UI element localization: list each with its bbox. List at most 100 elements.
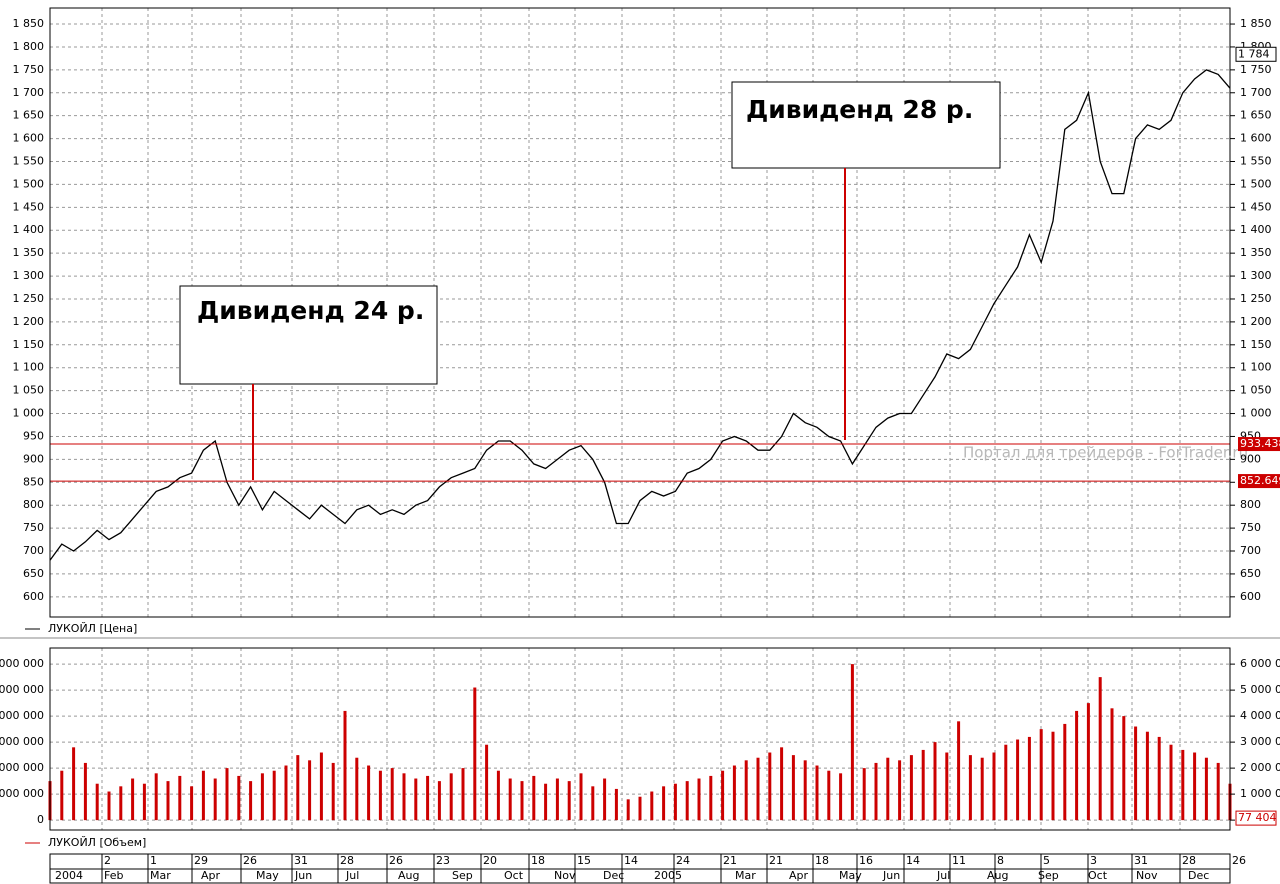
legend-label: ЛУКОЙЛ [Объем]	[48, 836, 146, 849]
y-tick-label: 1 100	[1240, 361, 1272, 374]
annotation-box	[731, 81, 1001, 169]
volume-bar	[1039, 729, 1043, 821]
y-tick-label: 1 700	[13, 86, 45, 99]
level-label: 852.649	[1240, 474, 1280, 487]
x-month-label: Sep	[452, 869, 473, 882]
volume-bar	[319, 752, 323, 821]
volume-bar	[107, 791, 111, 821]
volume-bar	[1004, 744, 1008, 821]
volume-bar	[520, 781, 524, 821]
y-tick-label: 1 650	[1240, 109, 1272, 122]
volume-bar	[201, 770, 205, 821]
volume-bar	[544, 783, 548, 821]
volume-bar	[166, 781, 170, 821]
x-month-label: Jul	[936, 869, 950, 882]
annotation: Дивиденд 28 р.	[746, 95, 973, 124]
volume-bar	[721, 770, 725, 821]
y-tick-label: 850	[23, 475, 44, 488]
volume-bar	[567, 781, 571, 821]
x-month-label: Oct	[504, 869, 524, 882]
volume-bar	[638, 796, 642, 821]
y-tick-label: 1 400	[1240, 223, 1272, 236]
volume-bar	[272, 770, 276, 821]
x-month-label: Jun	[294, 869, 312, 882]
volume-bar	[461, 768, 465, 821]
volume-bar	[673, 783, 677, 821]
volume-bar	[331, 762, 335, 821]
y-tick-label: 5 000 000	[1240, 683, 1280, 696]
y-tick-label: 1 300	[13, 269, 45, 282]
y-tick-label: 1 000 000	[0, 787, 44, 800]
y-tick-label: 3 000 000	[1240, 735, 1280, 748]
y-tick-label: 2 000 000	[1240, 761, 1280, 774]
x-month-label: Dec	[603, 869, 624, 882]
x-month-label: Dec	[1188, 869, 1209, 882]
volume-bar	[390, 768, 394, 821]
x-tick-label: 1	[150, 854, 157, 867]
x-tick-label: 28	[340, 854, 354, 867]
volume-bar	[555, 778, 559, 821]
volume-bar	[732, 765, 736, 821]
volume-bar	[957, 721, 961, 821]
y-tick-label: 1 350	[13, 246, 45, 259]
x-tick-label: 26	[243, 854, 257, 867]
volume-bar	[225, 768, 229, 821]
x-tick-label: 21	[723, 854, 737, 867]
volume-bar	[426, 775, 430, 821]
x-tick-label: 29	[194, 854, 208, 867]
volume-bar	[508, 778, 512, 821]
volume-bar	[296, 755, 300, 821]
x-tick-label: 21	[769, 854, 783, 867]
volume-bar	[839, 773, 843, 821]
volume-bar	[60, 770, 64, 821]
volume-bar	[626, 799, 630, 821]
y-tick-label: 950	[23, 429, 44, 442]
x-tick-label: 2	[104, 854, 111, 867]
volume-panel	[49, 647, 1231, 831]
y-tick-label: 3 000 000	[0, 735, 44, 748]
y-tick-label: 4 000 000	[1240, 709, 1280, 722]
y-tick-label: 5 000 000	[0, 683, 44, 696]
y-tick-label: 1 750	[1240, 63, 1272, 76]
volume-bar	[1157, 736, 1161, 821]
volume-bar	[95, 783, 99, 821]
volume-bar	[1098, 677, 1102, 821]
y-tick-label: 1 600	[13, 132, 45, 145]
y-tick-label: 1 700	[1240, 86, 1272, 99]
x-tick-label: 18	[531, 854, 545, 867]
annotation: Дивиденд 24 р.	[197, 296, 424, 325]
volume-bar	[980, 757, 984, 821]
volume-bar	[367, 765, 371, 821]
volume-bar	[83, 762, 87, 821]
y-tick-label: 1 150	[13, 338, 45, 351]
volume-bar	[780, 747, 784, 821]
x-month-label: May	[839, 869, 862, 882]
y-tick-label: 1 150	[1240, 338, 1272, 351]
x-month-label: Sep	[1038, 869, 1059, 882]
volume-bar	[532, 775, 536, 821]
volume-bar	[827, 770, 831, 821]
volume-bar	[603, 778, 607, 821]
y-tick-label: 1 850	[13, 17, 45, 30]
y-tick-label: 1 500	[1240, 177, 1272, 190]
y-tick-label: 600	[23, 590, 44, 603]
volume-bar	[1181, 749, 1185, 821]
volume-bar	[874, 762, 878, 821]
volume-bar	[237, 775, 241, 821]
volume-bar	[355, 757, 359, 821]
volume-bar	[992, 752, 996, 821]
y-tick-label: 700	[1240, 544, 1261, 557]
y-tick-label: 1 450	[1240, 200, 1272, 213]
y-tick-label: 650	[23, 567, 44, 580]
y-tick-label: 750	[1240, 521, 1261, 534]
volume-bar	[1145, 731, 1149, 821]
y-tick-label: 1 800	[13, 40, 45, 53]
volume-bar	[898, 760, 902, 821]
x-tick-label: 8	[997, 854, 1004, 867]
volume-bar	[343, 710, 347, 821]
mark-layer	[48, 69, 1232, 821]
x-tick-label: 14	[624, 854, 638, 867]
y-tick-label: 750	[23, 521, 44, 534]
y-tick-label: 1 250	[13, 292, 45, 305]
volume-bar	[1169, 744, 1173, 821]
